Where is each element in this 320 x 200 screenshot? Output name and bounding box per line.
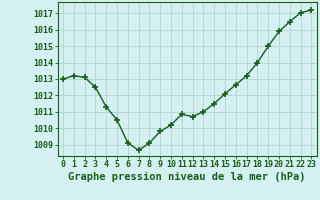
- X-axis label: Graphe pression niveau de la mer (hPa): Graphe pression niveau de la mer (hPa): [68, 172, 306, 182]
